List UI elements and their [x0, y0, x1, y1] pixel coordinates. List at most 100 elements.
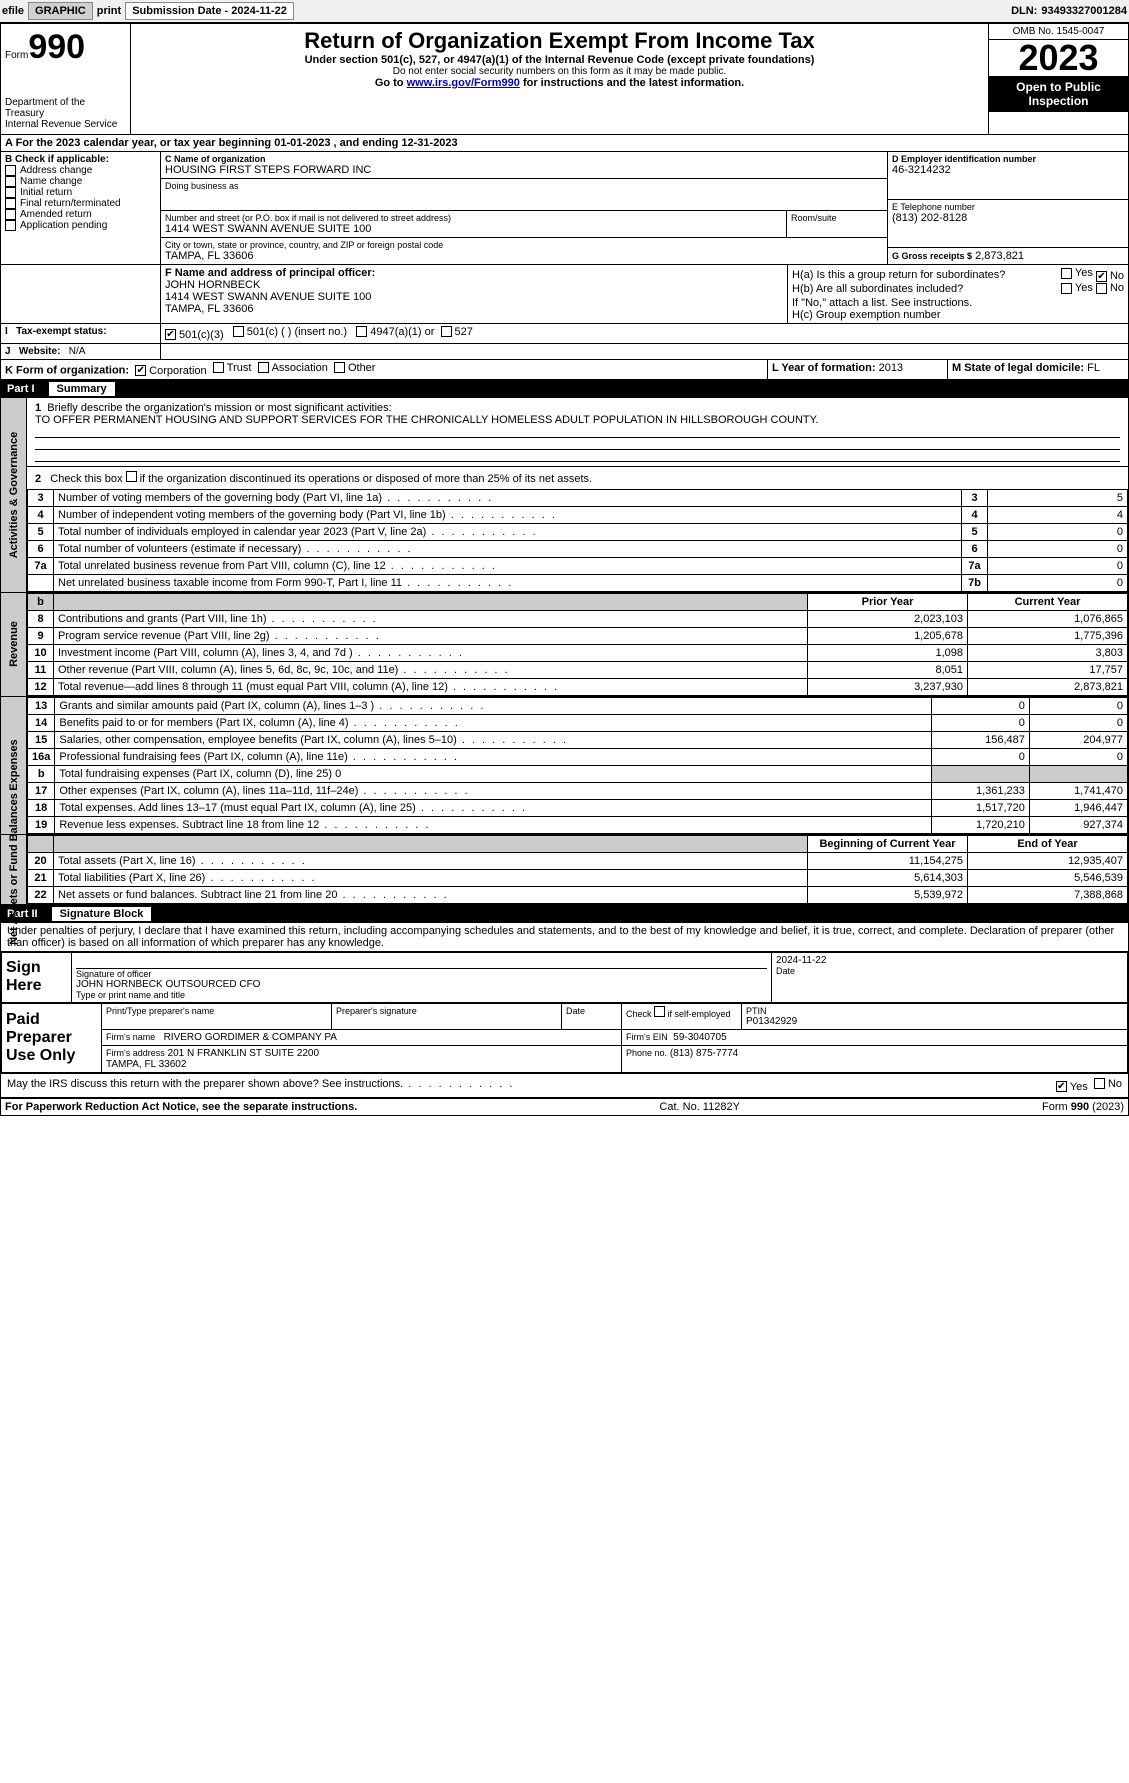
governance-table: 3 Number of voting members of the govern… — [27, 489, 1128, 592]
cb-corp[interactable]: ✔Corporation — [135, 365, 206, 377]
efile-label: efile — [2, 5, 24, 17]
ha-no[interactable]: ✔No — [1096, 270, 1124, 282]
line-number: 14 — [28, 714, 55, 731]
line-number: 3 — [28, 489, 54, 506]
cb-initial-return[interactable]: Initial return — [5, 187, 156, 198]
line-value: 0 — [988, 540, 1128, 557]
cb-self-employed[interactable] — [654, 1006, 665, 1017]
print-label: print — [97, 5, 121, 17]
current-value — [1029, 765, 1127, 782]
ssn-warning: Do not enter social security numbers on … — [139, 66, 980, 77]
irs-link[interactable]: www.irs.gov/Form990 — [407, 77, 520, 89]
paid-preparer-label: Paid Preparer Use Only — [2, 1003, 102, 1072]
line-number: 4 — [28, 506, 54, 523]
discuss-no[interactable]: No — [1094, 1078, 1122, 1090]
cb-assoc[interactable]: Association — [258, 362, 328, 374]
line-label: Net unrelated business taxable income fr… — [54, 574, 962, 591]
governance-tab: Activities & Governance — [1, 398, 27, 592]
domicile-state: FL — [1087, 362, 1100, 374]
hc-label: H(c) Group exemption number — [792, 309, 1124, 321]
graphic-button[interactable]: GRAPHIC — [28, 2, 93, 20]
line-key: 7b — [962, 574, 988, 591]
current-value: 0 — [1029, 714, 1127, 731]
line-value: 0 — [988, 557, 1128, 574]
line-label: Revenue less expenses. Subtract line 18 … — [55, 816, 931, 833]
form-title: Return of Organization Exempt From Incom… — [139, 28, 980, 54]
klm-row: K Form of organization: ✔Corporation Tru… — [1, 360, 1128, 380]
j-row: J Website: N/A — [1, 344, 1128, 360]
instructions-link-line: Go to www.irs.gov/Form990 for instructio… — [139, 77, 980, 89]
firm-city: TAMPA, FL 33602 — [106, 1059, 617, 1070]
ein: 46-3214232 — [892, 164, 1124, 176]
tax-year: 2023 — [989, 40, 1128, 76]
year-formation: 2013 — [879, 362, 903, 374]
discuss-yes[interactable]: ✔Yes — [1056, 1081, 1088, 1093]
eoy-header: End of Year — [968, 835, 1128, 852]
current-value: 1,741,470 — [1029, 782, 1127, 799]
prior-value: 0 — [931, 714, 1029, 731]
line-label: Professional fundraising fees (Part IX, … — [55, 748, 931, 765]
line-label: Number of independent voting members of … — [54, 506, 962, 523]
hb-yes[interactable]: Yes — [1061, 282, 1093, 294]
current-year-header: Current Year — [968, 593, 1128, 610]
prior-value: 1,720,210 — [931, 816, 1029, 833]
ha-yes[interactable]: Yes — [1061, 267, 1093, 279]
current-value: 0 — [1029, 748, 1127, 765]
expenses-table: 13 Grants and similar amounts paid (Part… — [27, 697, 1128, 834]
open-public-badge: Open to Public Inspection — [989, 76, 1128, 112]
form-subtitle: Under section 501(c), 527, or 4947(a)(1)… — [139, 54, 980, 66]
prior-value: 1,098 — [808, 644, 968, 661]
bcdefg-row: B Check if applicable: Address change Na… — [1, 152, 1128, 265]
section-b: B Check if applicable: Address change Na… — [1, 152, 161, 264]
sign-date: 2024-11-22 — [776, 955, 1123, 966]
current-value: 1,775,396 — [968, 627, 1128, 644]
hb-no[interactable]: No — [1096, 282, 1124, 294]
cb-527[interactable]: 527 — [441, 326, 473, 338]
line-value: 4 — [988, 506, 1128, 523]
cb-501c[interactable]: 501(c) ( ) (insert no.) — [233, 326, 347, 338]
i-label: I Tax-exempt status: — [1, 324, 161, 343]
cb-4947[interactable]: 4947(a)(1) or — [356, 326, 434, 338]
netassets-tab: Net Assets or Fund Balances — [1, 835, 27, 904]
section-h: H(a) Is this a group return for subordin… — [788, 265, 1128, 323]
line-label: Other expenses (Part IX, column (A), lin… — [55, 782, 931, 799]
cb-name-change[interactable]: Name change — [5, 176, 156, 187]
section-deg: D Employer identification number 46-3214… — [888, 152, 1128, 264]
cb-other[interactable]: Other — [334, 362, 376, 374]
year-box: OMB No. 1545-0047 2023 Open to Public In… — [988, 24, 1128, 134]
cb-501c3[interactable]: ✔501(c)(3) — [165, 329, 224, 341]
line-number: 7a — [28, 557, 54, 574]
prior-value: 1,517,720 — [931, 799, 1029, 816]
discuss-row: May the IRS discuss this return with the… — [1, 1073, 1128, 1097]
cb-amended[interactable]: Amended return — [5, 209, 156, 220]
org-name: HOUSING FIRST STEPS FORWARD INC — [165, 164, 883, 176]
line-number: 12 — [28, 678, 54, 695]
city-state-zip: TAMPA, FL 33606 — [165, 250, 883, 262]
eoy-value: 5,546,539 — [968, 869, 1128, 886]
cb-final-return[interactable]: Final return/terminated — [5, 198, 156, 209]
line-label: Net assets or fund balances. Subtract li… — [54, 886, 808, 903]
governance-section: Activities & Governance 1 Briefly descri… — [1, 398, 1128, 593]
cb-discontinued[interactable] — [126, 471, 137, 482]
line-key: 6 — [962, 540, 988, 557]
signature-area: Sign Here Signature of officer JOHN HORN… — [1, 952, 1128, 1073]
eoy-value: 7,388,868 — [968, 886, 1128, 903]
line-label: Total liabilities (Part X, line 26) — [54, 869, 808, 886]
ha-label: H(a) Is this a group return for subordin… — [792, 269, 1005, 281]
cb-app-pending[interactable]: Application pending — [5, 220, 156, 231]
part2-bar: Part II Signature Block — [1, 905, 1128, 923]
sign-here-label: Sign Here — [2, 952, 72, 1002]
page-footer: For Paperwork Reduction Act Notice, see … — [1, 1097, 1128, 1115]
line-number: 21 — [28, 869, 54, 886]
prior-value: 0 — [931, 697, 1029, 714]
boy-header: Beginning of Current Year — [808, 835, 968, 852]
firm-address: 201 N FRANKLIN ST SUITE 2200 — [168, 1048, 320, 1059]
footer-right: Form 990 (2023) — [1042, 1101, 1124, 1113]
cb-address-change[interactable]: Address change — [5, 165, 156, 176]
firm-ein: 59-3040705 — [673, 1032, 726, 1043]
submission-date-button[interactable]: Submission Date - 2024-11-22 — [125, 2, 294, 20]
netassets-section: Net Assets or Fund Balances Beginning of… — [1, 835, 1128, 905]
cb-trust[interactable]: Trust — [213, 362, 252, 374]
irs-label: Internal Revenue Service — [5, 119, 126, 130]
section-c: C Name of organization HOUSING FIRST STE… — [161, 152, 888, 264]
